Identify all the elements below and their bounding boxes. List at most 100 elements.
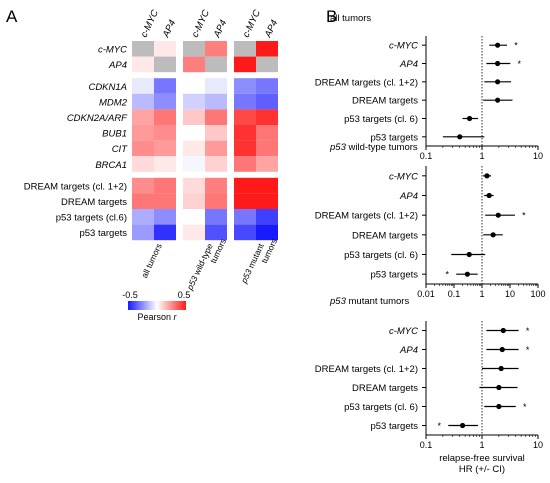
forest-row-label: DREAM targets (cl. 1+2) — [315, 364, 418, 375]
heatmap-cell — [132, 109, 154, 125]
significance-star: * — [445, 270, 449, 280]
heatmap-cell — [132, 156, 154, 172]
forest-row-label: p53 targets (cl. 6) — [344, 402, 418, 413]
heatmap-cell — [234, 93, 256, 110]
hr-point — [495, 79, 501, 85]
heatmap-cell — [183, 125, 205, 141]
heatmap-cell — [183, 93, 205, 110]
heatmap-cell — [256, 56, 278, 73]
heatmap-cell — [205, 56, 227, 73]
row-label-cdkn1a: CDKN1A — [88, 82, 127, 93]
hr-point — [496, 403, 502, 410]
forest-row-label: DREAM targets — [352, 96, 418, 107]
x-tick-label: 0.1 — [420, 440, 433, 450]
forest-row-label: p53 targets — [370, 132, 418, 143]
heatmap-cell — [132, 78, 154, 94]
hr-point — [500, 327, 506, 334]
hr-point — [464, 271, 470, 277]
forest-row-label: AP4 — [399, 191, 418, 202]
x-tick-label: 1 — [479, 440, 484, 450]
row-label-cdkn2a-arf: CDKN2A/ARF — [67, 113, 128, 124]
forest-row-label: AP4 — [399, 59, 418, 70]
row-label-p53-targets: p53 targets — [79, 228, 127, 239]
group-label-all-tumors: all tumors — [139, 242, 164, 280]
heatmap-cell — [183, 209, 205, 225]
x-tick-label: 10 — [533, 151, 543, 161]
heatmap-cell — [183, 193, 205, 209]
x-tick-label: 1 — [479, 151, 484, 161]
color-scale-legend: -0.5 0.5 Pearson r — [122, 290, 190, 322]
heatmap-cell — [234, 78, 256, 94]
heatmap-cell — [154, 41, 176, 57]
column-label-ap4: AP4 — [160, 18, 178, 40]
heatmap-cell — [183, 140, 205, 157]
x-axis-label: relapse-free survival — [439, 453, 525, 464]
scale-min-label: -0.5 — [122, 290, 138, 300]
x-tick-label: 1 — [479, 289, 484, 299]
heatmap-cell — [234, 109, 256, 125]
heatmap-cell — [132, 193, 154, 209]
heatmap-cell — [154, 209, 176, 225]
hr-point — [495, 97, 501, 103]
heatmap-cell — [256, 224, 278, 241]
x-tick-label: 0.1 — [420, 151, 433, 161]
forest-row-label: c-MYC — [389, 171, 418, 182]
row-label-p53-targets-cl-6-: p53 targets (cl.6) — [56, 213, 127, 224]
heatmap-cell — [205, 109, 227, 125]
heatmap-cell — [205, 209, 227, 225]
heatmap-cell — [234, 56, 256, 73]
hr-point — [495, 212, 501, 218]
heatmap-cell — [183, 56, 205, 73]
forest-title: p53 mutant tumors — [329, 296, 409, 307]
significance-star: * — [523, 402, 527, 412]
row-label-dream-targets-cl-1-2-: DREAM targets (cl. 1+2) — [24, 181, 127, 192]
hr-point — [498, 365, 504, 372]
heatmap-cell — [154, 140, 176, 157]
hr-point — [457, 134, 463, 140]
row-label-dream-targets: DREAM targets — [61, 197, 127, 208]
x-tick-label: 0.1 — [448, 289, 461, 299]
hr-point — [459, 422, 466, 429]
forest-plots: all tumors 0.1 1 10 c-MYC * AP4 * DREAM targets … — [315, 13, 546, 475]
x-tick-label: 100 — [530, 289, 545, 299]
heatmap-cell — [234, 156, 256, 172]
heatmap-cell — [132, 41, 154, 57]
significance-star: * — [522, 211, 526, 221]
hr-point — [490, 232, 496, 238]
hr-point — [484, 173, 490, 179]
forest-row-label: DREAM targets — [352, 230, 418, 241]
heatmap-cell — [132, 93, 154, 110]
forest-row-label: p53 targets (cl. 6) — [344, 114, 418, 125]
heatmap-cell — [205, 193, 227, 209]
heatmap-cell — [132, 177, 154, 194]
row-label-bub1: BUB1 — [102, 129, 127, 140]
hr-point — [495, 60, 501, 67]
heatmap-cell — [234, 193, 256, 209]
row-label-brca1: BRCA1 — [95, 160, 127, 171]
heatmap-cell — [154, 193, 176, 209]
heatmap-cell — [154, 125, 176, 141]
significance-star: * — [438, 421, 442, 431]
heatmap-cell — [256, 140, 278, 157]
heatmap-cell — [183, 41, 205, 57]
heatmap-cell — [205, 224, 227, 241]
forest-row-label: DREAM targets — [352, 383, 418, 394]
heatmap-cell — [154, 109, 176, 125]
significance-star: * — [526, 326, 530, 336]
heatmap-cell — [234, 41, 256, 57]
column-label-ap4: AP4 — [211, 18, 229, 40]
row-label-cit: CIT — [112, 144, 129, 155]
heatmap-cell — [154, 224, 176, 241]
column-label-c-myc: c-MYC — [190, 8, 212, 39]
heatmap-cell — [205, 78, 227, 94]
hr-point — [486, 192, 492, 199]
heatmap-cell — [132, 224, 154, 241]
heatmap-cell — [154, 56, 176, 73]
heatmap-cell — [183, 109, 205, 125]
heatmap-cell — [234, 125, 256, 141]
row-label-ap4: AP4 — [108, 60, 127, 71]
heatmap-cell — [256, 109, 278, 125]
heatmap-panel: c-MYC AP4 c-MYC AP4 c-MYC AP4c-MYCAP4CDKN1AMD… — [24, 8, 281, 292]
heatmap-cell — [205, 41, 227, 57]
heatmap-cell — [154, 177, 176, 194]
